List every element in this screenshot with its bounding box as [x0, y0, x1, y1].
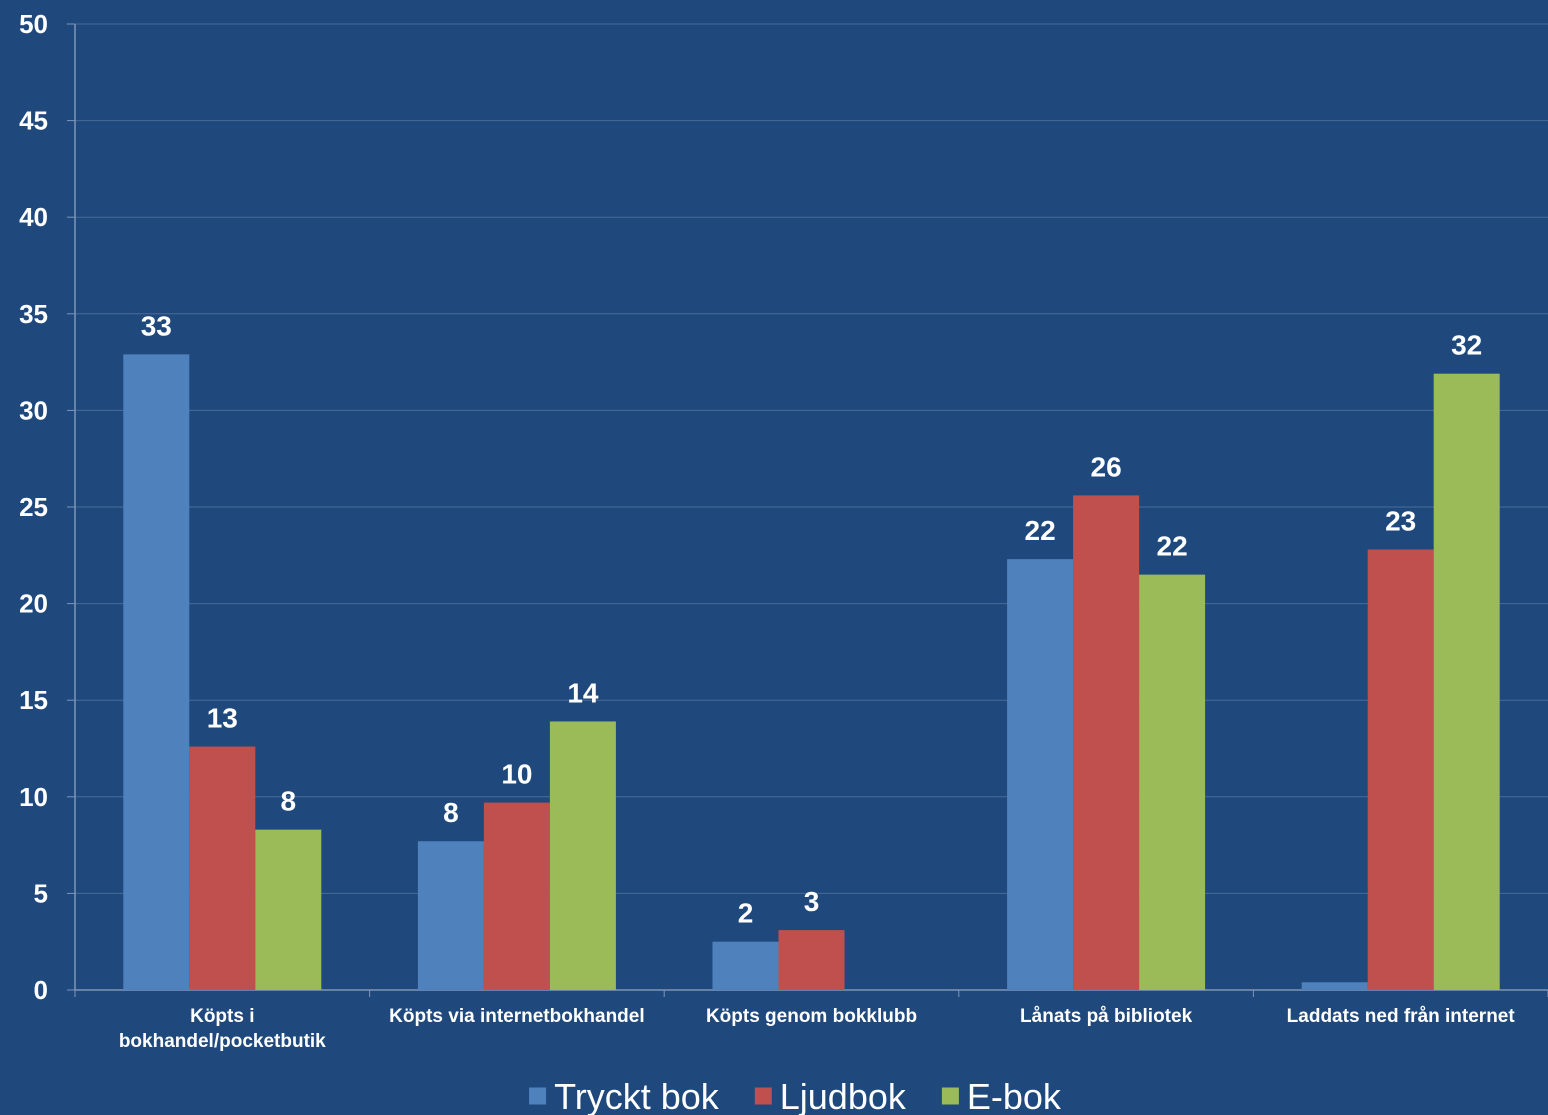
- bar: [1301, 982, 1368, 990]
- data-label: 26: [1091, 451, 1122, 482]
- legend-label: Tryckt bok: [554, 1076, 720, 1115]
- bar: [417, 841, 484, 990]
- bar: [549, 721, 616, 990]
- y-tick-label: 20: [19, 589, 48, 619]
- x-category-label: bokhandel/pocketbutik: [119, 1031, 326, 1052]
- x-category-label: Köpts i: [190, 1006, 254, 1027]
- bar: [1433, 373, 1500, 990]
- legend-label: E-bok: [967, 1076, 1062, 1115]
- data-label: 8: [443, 797, 459, 828]
- y-tick-label: 0: [34, 975, 48, 1005]
- legend-swatch: [754, 1087, 772, 1105]
- bar: [1073, 495, 1140, 990]
- bar: [255, 829, 322, 990]
- data-label: 14: [567, 677, 599, 708]
- legend-label: Ljudbok: [780, 1076, 907, 1115]
- bar: [123, 354, 190, 990]
- data-label: 10: [501, 759, 532, 790]
- y-tick-label: 30: [19, 395, 48, 425]
- bar: [778, 930, 845, 990]
- y-tick-label: 25: [19, 492, 48, 522]
- y-tick-label: 10: [19, 782, 48, 812]
- y-axis: 0 5 10 15 20 25 30 35 40 45 50: [19, 9, 76, 1005]
- x-category-label: Köpts via internetbokhandel: [389, 1006, 644, 1027]
- y-tick-label: 5: [34, 878, 48, 908]
- data-label: 13: [207, 703, 238, 734]
- x-category-label: Lånats på bibliotek: [1020, 1006, 1193, 1027]
- legend: Tryckt bok Ljudbok E-bok: [529, 1076, 1062, 1115]
- gridlines: [75, 23, 1548, 894]
- x-category-label: Köpts genom bokklubb: [706, 1006, 917, 1027]
- bar: [1139, 574, 1206, 990]
- y-tick-label: 15: [19, 685, 48, 715]
- bars: [123, 354, 1500, 990]
- bar: [189, 746, 256, 990]
- x-category-label: Laddats ned från internet: [1287, 1006, 1516, 1027]
- bar: [1007, 559, 1074, 990]
- y-tick-label: 35: [19, 299, 48, 329]
- x-axis: Köpts i bokhandel/pocketbutik Köpts via in…: [74, 989, 1548, 1052]
- legend-swatch: [941, 1087, 959, 1105]
- data-label: 33: [141, 310, 172, 341]
- data-label: 3: [804, 886, 820, 917]
- y-tick-label: 40: [19, 202, 48, 232]
- data-label: 2: [738, 898, 754, 929]
- bar: [1367, 549, 1434, 990]
- data-label: 22: [1025, 515, 1056, 546]
- data-label: 8: [281, 786, 297, 817]
- legend-swatch: [529, 1087, 547, 1105]
- y-tick-label: 45: [19, 106, 48, 136]
- data-label: 23: [1385, 506, 1416, 537]
- bar: [483, 802, 550, 990]
- bar: [712, 941, 779, 990]
- data-label: 22: [1157, 531, 1188, 562]
- y-tick-label: 50: [19, 9, 48, 39]
- data-label: 32: [1451, 330, 1482, 361]
